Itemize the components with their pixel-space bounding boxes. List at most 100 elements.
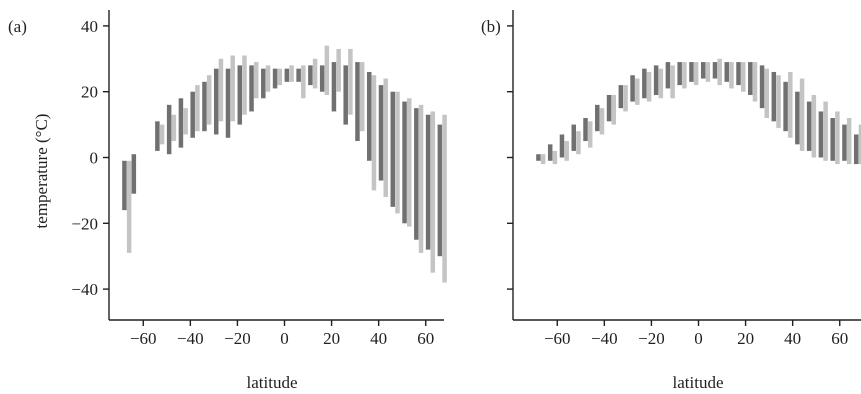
panel-b-range-bar-18 <box>642 68 647 99</box>
panel-a-range-bar-50 <box>430 111 436 273</box>
panel-b-x-tick-label-5: 40 <box>784 329 801 348</box>
panel-a-range-bar-7 <box>178 98 184 148</box>
panel-a-range-bar-44 <box>395 91 400 214</box>
panel-b-range-bar-45 <box>799 78 805 151</box>
panel-b-range-bar-6 <box>571 124 576 151</box>
panel-a-range-bar-51 <box>437 124 443 257</box>
panel-a-range-bar-3 <box>155 121 160 151</box>
panel-a-range-bar-23 <box>272 68 278 89</box>
panel-b-range-bar-48 <box>818 111 824 158</box>
panel-b-range-bar-43 <box>788 71 793 138</box>
panel-b-axes: −60 −40 −20 0 20 40 60 <box>507 10 861 348</box>
panel-b-range-bar-1 <box>540 154 546 165</box>
panel-b-range-bar-5 <box>564 141 569 161</box>
panel-a-x-tick-label-4: 20 <box>323 329 340 348</box>
panel-a-range-bar-43 <box>390 91 396 207</box>
panel-a-range-bar-29 <box>308 65 313 86</box>
panel-b-range-bar-12 <box>606 94 612 122</box>
panel-b-range-bar-17 <box>635 78 640 105</box>
panel-a-range-bar-24 <box>277 68 283 86</box>
panel-b-range-bar-19 <box>646 71 652 102</box>
panel-b-range-bar-9 <box>587 121 593 148</box>
panel-a-range-bar-6 <box>171 114 177 142</box>
panel-b-range-bar-8 <box>583 118 588 142</box>
panel-a-range-bar-27 <box>296 68 301 82</box>
y-axis-title: temperature (°C) <box>32 114 51 229</box>
panel-b-range-bar-7 <box>576 131 581 155</box>
panel-b-range-bar-54 <box>853 134 859 165</box>
panel-a-range-bar-10 <box>195 85 200 132</box>
panel-a-range-bar-40 <box>371 75 377 191</box>
panel-a-x-tick-label-1: −40 <box>177 329 204 348</box>
panel-a-x-tick-label-3: 0 <box>280 329 289 348</box>
panel-a-range-bar-4 <box>159 124 165 145</box>
panel-b-range-bar-26 <box>689 62 694 82</box>
panel-a-x-tick-label-0: −60 <box>130 329 157 348</box>
panel-b-x-tick-label-2: −20 <box>638 329 665 348</box>
panel-a-x-tick-label-6: 60 <box>417 329 434 348</box>
panel-a-range-bar-32 <box>324 45 330 95</box>
panel-a-y-tick-label-3: 20 <box>81 83 98 102</box>
panel-b-range-bar-32 <box>724 62 729 82</box>
panel-a-range-bar-8 <box>183 108 188 135</box>
panel-b-range-bar-36 <box>748 62 753 95</box>
panel-b-range-bar-0 <box>536 154 541 161</box>
panel-b-range-bar-13 <box>611 94 617 125</box>
panel-b-x-tick-label-4: 20 <box>737 329 754 348</box>
panel-b-range-bar-51 <box>835 111 840 165</box>
panel-a-range-bar-25 <box>284 68 290 82</box>
panel-b-range-bar-16 <box>630 75 635 102</box>
panel-a-range-bar-18 <box>242 55 247 115</box>
panel-b-range-bar-27 <box>693 62 699 86</box>
panel-b-range-bar-34 <box>736 62 741 86</box>
panel-b-range-bar-37 <box>752 62 758 102</box>
panel-b-range-bar-28 <box>700 62 706 79</box>
panel-a-range-bar-21 <box>261 68 266 99</box>
panel-b-range-bar-41 <box>776 75 781 128</box>
panel-a-range-bar-26 <box>289 65 294 82</box>
panel-a-range-bar-20 <box>254 62 259 99</box>
panel-b-range-bar-38 <box>759 65 765 109</box>
panel-a-range-bar-9 <box>190 91 195 138</box>
panel-a-range-bar-31 <box>319 65 325 92</box>
panel-a-range-bar-14 <box>218 58 224 122</box>
panel-b-range-bar-30 <box>712 62 718 79</box>
panel-b-range-bar-24 <box>677 62 682 86</box>
panel-a-range-bar-47 <box>414 108 419 240</box>
panel-a-range-bar-46 <box>407 98 412 227</box>
panel-b-range-bar-3 <box>552 150 558 165</box>
panel-a-range-bar-45 <box>402 101 407 224</box>
panel-b-range-bar-50 <box>830 118 835 161</box>
panel-a-y-tick-label-2: 0 <box>90 149 99 168</box>
panel-a-range-bar-0 <box>122 160 127 211</box>
panel-a-range-bar-17 <box>237 65 243 125</box>
panel-a-range-bar-49 <box>425 114 431 250</box>
panel-a-range-bar-2 <box>131 154 137 194</box>
panel-b-range-bar-11 <box>599 108 605 135</box>
panel-b-range-bar-2 <box>547 144 553 161</box>
panel-a-range-bar-15 <box>225 68 231 138</box>
panel-b-range-bar-47 <box>811 94 817 158</box>
panel-a-range-bar-34 <box>336 48 341 92</box>
panel-a-y-tick-label-1: −20 <box>71 214 98 233</box>
panel-a-range-bar-19 <box>249 65 254 112</box>
panel-b-range-bar-46 <box>806 101 812 151</box>
panel-b-range-bar-23 <box>670 65 675 99</box>
panel-a-range-bar-11 <box>202 81 207 132</box>
panel-b-range-bar-53 <box>846 118 852 165</box>
panel-a-range-bar-35 <box>343 65 348 125</box>
panel-a-range-bar-41 <box>378 85 384 181</box>
panel-a-range-bar-42 <box>383 78 388 197</box>
panel-a-bars <box>122 45 447 283</box>
panel-b-x-axis-title: latitude <box>673 373 724 392</box>
panel-a-x-tick-label-5: 40 <box>370 329 387 348</box>
panel-a-range-bar-52 <box>442 114 447 283</box>
panel-b-range-bar-52 <box>842 124 847 161</box>
panel-b-range-bar-33 <box>729 62 734 89</box>
panel-a-range-bar-48 <box>418 104 424 253</box>
panel-b-range-bar-10 <box>595 104 600 132</box>
panel-b-range-bar-31 <box>717 58 722 86</box>
panel-b-range-bar-20 <box>653 65 659 95</box>
panel-b-range-bar-22 <box>665 62 671 89</box>
